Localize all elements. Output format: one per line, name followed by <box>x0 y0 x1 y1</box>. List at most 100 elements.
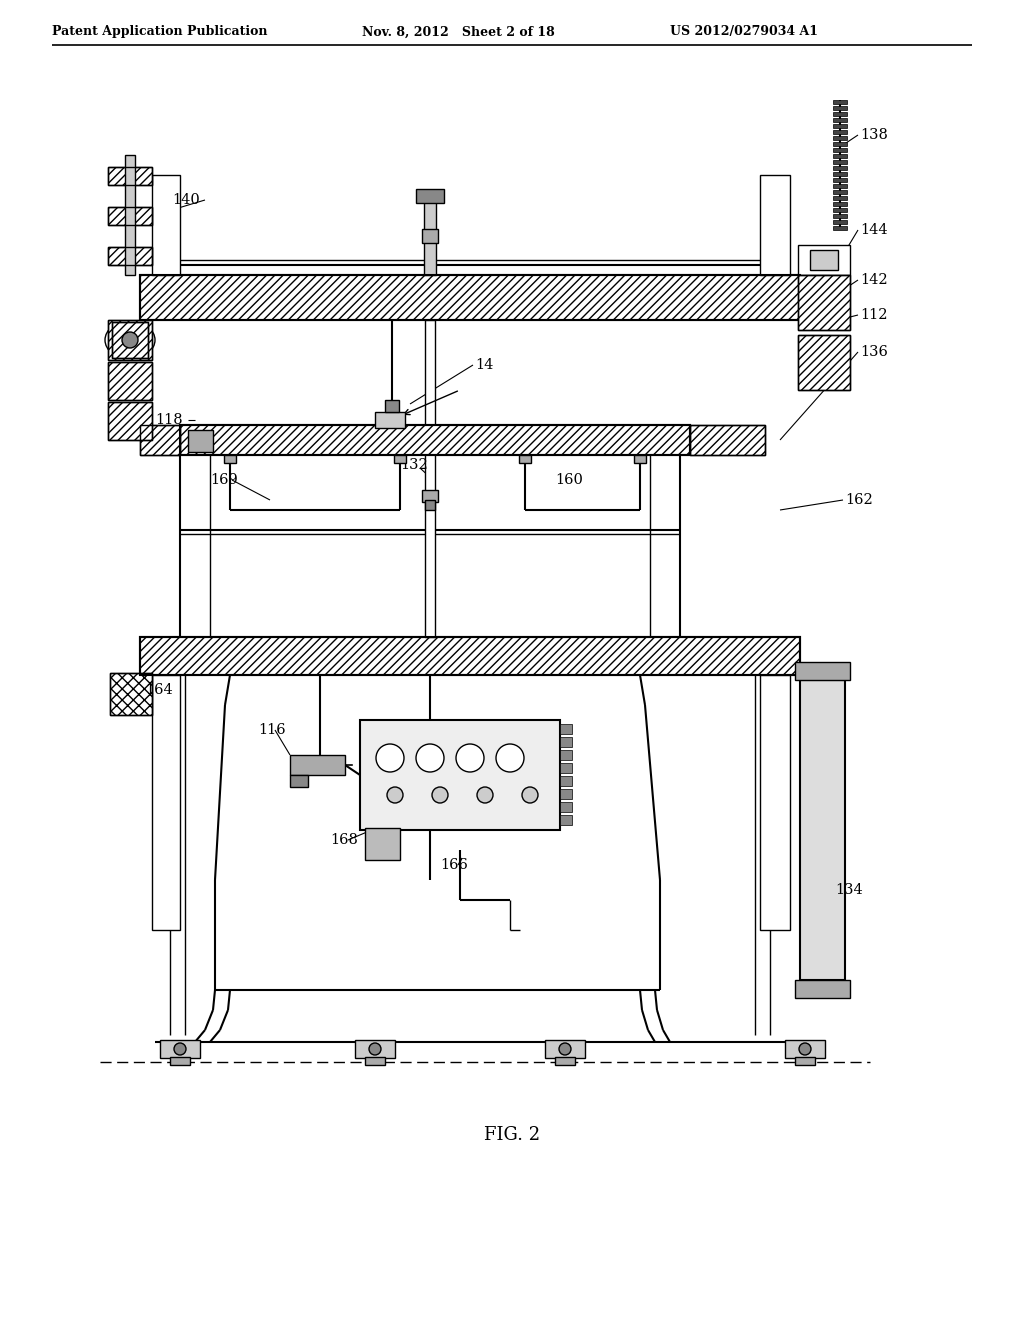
Bar <box>224 455 236 463</box>
Bar <box>833 166 847 170</box>
Bar <box>798 275 850 330</box>
Bar <box>112 322 148 358</box>
Bar <box>798 335 850 389</box>
Bar <box>112 322 148 358</box>
Bar <box>760 675 790 931</box>
Bar <box>108 362 152 400</box>
Circle shape <box>376 744 404 772</box>
Text: 164: 164 <box>145 682 173 697</box>
Bar <box>560 803 572 812</box>
Bar <box>810 249 838 271</box>
Bar <box>833 117 847 121</box>
Bar <box>108 319 152 360</box>
Circle shape <box>416 744 444 772</box>
Bar <box>560 776 572 785</box>
Bar <box>416 189 444 203</box>
Bar <box>785 1040 825 1059</box>
Text: 132: 132 <box>400 458 428 473</box>
Bar <box>833 226 847 230</box>
Bar <box>140 275 800 319</box>
Bar <box>152 176 180 275</box>
Text: US 2012/0279034 A1: US 2012/0279034 A1 <box>670 25 818 38</box>
Circle shape <box>477 787 493 803</box>
Text: 116: 116 <box>258 723 286 737</box>
Bar <box>375 412 406 428</box>
Bar <box>125 154 135 275</box>
Bar <box>108 247 152 265</box>
Bar <box>833 100 847 104</box>
Bar <box>800 680 845 979</box>
Bar <box>798 246 850 275</box>
Bar <box>795 979 850 998</box>
Text: Patent Application Publication: Patent Application Publication <box>52 25 267 38</box>
Bar <box>560 789 572 799</box>
Bar <box>833 209 847 213</box>
Bar <box>560 750 572 760</box>
Bar <box>795 1057 815 1065</box>
Text: 14: 14 <box>475 358 494 372</box>
Circle shape <box>174 1043 186 1055</box>
Bar <box>110 673 152 715</box>
Circle shape <box>432 787 449 803</box>
Text: 168: 168 <box>330 833 357 847</box>
Bar <box>833 172 847 176</box>
Bar <box>833 148 847 152</box>
Bar <box>140 425 180 455</box>
Bar <box>170 1057 190 1065</box>
Circle shape <box>387 787 403 803</box>
Bar <box>108 168 152 185</box>
Bar <box>108 362 152 400</box>
Bar <box>833 143 847 147</box>
Bar <box>180 425 690 455</box>
Bar <box>833 124 847 128</box>
Bar <box>422 490 438 502</box>
Bar <box>180 425 690 455</box>
Bar <box>833 183 847 187</box>
Bar <box>108 403 152 440</box>
Bar <box>394 455 406 463</box>
Circle shape <box>456 744 484 772</box>
Circle shape <box>122 333 138 348</box>
Bar <box>140 425 180 455</box>
Bar <box>108 168 152 185</box>
Bar <box>385 400 399 412</box>
Bar <box>152 675 180 931</box>
Bar <box>108 403 152 440</box>
Bar <box>108 247 152 265</box>
Bar <box>560 737 572 747</box>
Bar <box>355 1040 395 1059</box>
Bar <box>795 663 850 680</box>
Bar <box>555 1057 575 1065</box>
Bar <box>140 638 800 675</box>
Text: 140: 140 <box>172 193 200 207</box>
Circle shape <box>799 1043 811 1055</box>
Bar <box>108 319 152 360</box>
Text: 160: 160 <box>555 473 583 487</box>
Bar <box>424 195 436 275</box>
Bar <box>160 1040 200 1059</box>
Bar <box>833 178 847 182</box>
Bar <box>188 430 213 451</box>
Text: 144: 144 <box>860 223 888 238</box>
Bar <box>690 425 765 455</box>
Bar <box>519 455 531 463</box>
Bar <box>833 136 847 140</box>
Bar <box>365 828 400 861</box>
Bar <box>833 214 847 218</box>
Bar <box>290 775 308 787</box>
Bar <box>833 106 847 110</box>
Bar <box>833 112 847 116</box>
Bar <box>798 335 850 389</box>
Bar <box>108 207 152 224</box>
Text: 142: 142 <box>860 273 888 286</box>
Bar <box>560 814 572 825</box>
Bar <box>560 723 572 734</box>
Bar <box>140 638 800 675</box>
Bar <box>360 719 560 830</box>
Bar <box>833 129 847 135</box>
Bar <box>140 275 800 319</box>
Bar <box>833 220 847 224</box>
Bar <box>545 1040 585 1059</box>
Bar <box>290 755 345 775</box>
Bar <box>690 425 765 455</box>
